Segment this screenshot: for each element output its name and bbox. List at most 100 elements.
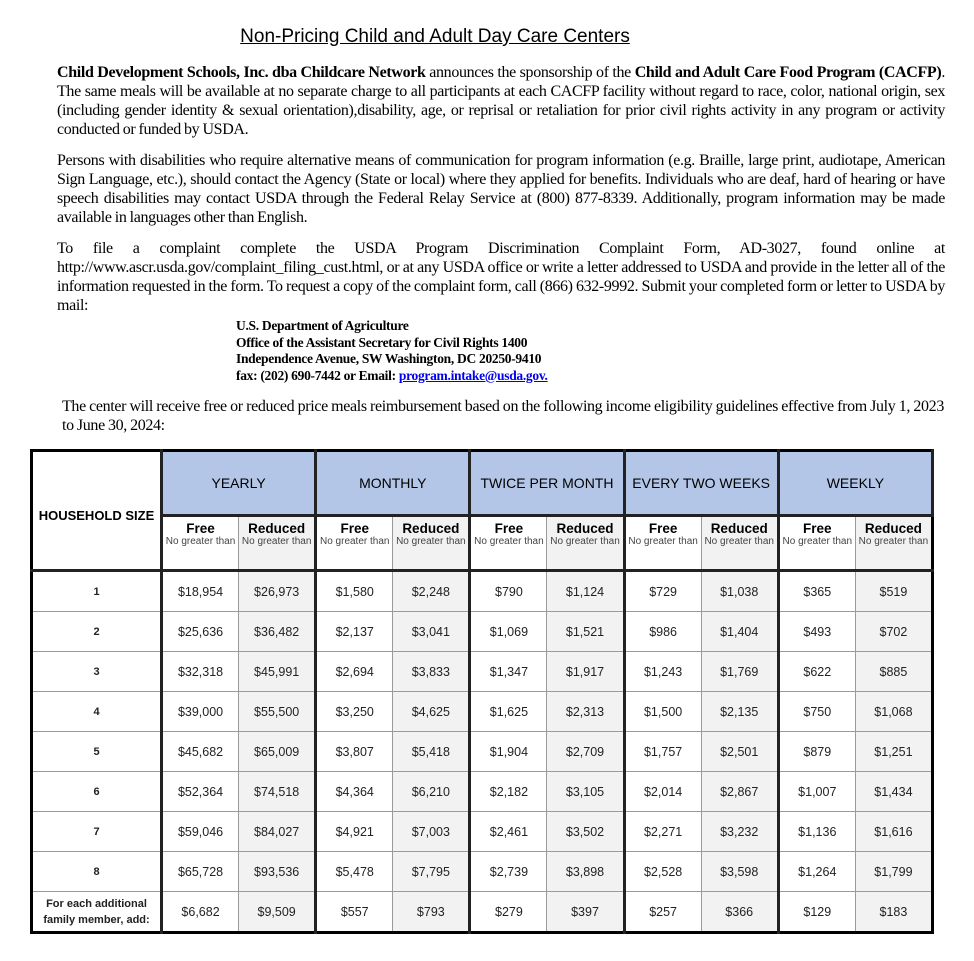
- free-limit-cell: $1,264: [776, 851, 856, 892]
- sub-header-note: No greater than: [474, 536, 544, 547]
- reduced-limit-cell: $36,482: [238, 611, 317, 652]
- reduced-limit-cell: $5,418: [392, 731, 471, 772]
- free-limit-cell: $59,046: [159, 811, 240, 852]
- reduced-limit-cell: $3,232: [700, 811, 779, 852]
- reduced-limit-cell: $1,799: [854, 851, 934, 892]
- household-size-cell: 6: [31, 771, 163, 812]
- usda-address: U.S. Department of Agriculture Office of…: [236, 318, 548, 384]
- table-row: For each additional family member, add: $…: [31, 891, 934, 933]
- reduced-limit-cell: $1,038: [700, 570, 779, 612]
- free-limit-cell: $879: [776, 731, 856, 772]
- reduced-limit-cell: $397: [546, 891, 625, 933]
- group-header-row: HOUSEHOLD SIZE YEARLY MONTHLY TWICE PER MO…: [31, 450, 935, 572]
- sub-header-note: No greater than: [319, 536, 390, 547]
- sub-header-label: Reduced: [248, 521, 306, 536]
- free-limit-cell: $493: [776, 611, 856, 652]
- sub-header-label: Free: [803, 521, 832, 536]
- reduced-limit-cell: $3,598: [700, 851, 779, 892]
- household-size-cell: For each additional family member, add:: [31, 891, 163, 933]
- sub-header-note: No greater than: [628, 536, 698, 547]
- text: . The same meals will be available at no…: [57, 64, 945, 138]
- sub-header-reduced: Reduced No greater than: [238, 515, 317, 572]
- reduced-limit-cell: $55,500: [238, 691, 317, 732]
- eligibility-paragraph: The center will receive free or reduced …: [62, 398, 944, 434]
- complaint-paragraph: To file a complaint complete the USDA Pr…: [57, 240, 945, 314]
- sub-header-label: Reduced: [402, 521, 460, 536]
- household-size-cell: 4: [31, 691, 163, 732]
- reduced-limit-cell: $45,991: [238, 651, 317, 692]
- free-limit-cell: $2,694: [314, 651, 394, 692]
- sub-header-note: No greater than: [782, 536, 853, 547]
- sub-header-note: No greater than: [704, 536, 774, 547]
- household-size-cell: 2: [31, 611, 163, 652]
- reduced-limit-cell: $2,501: [700, 731, 779, 772]
- household-size-header: HOUSEHOLD SIZE: [31, 450, 163, 572]
- text: announces the sponsorship of the: [425, 64, 635, 81]
- sub-header-reduced: Reduced No greater than: [392, 515, 471, 572]
- table-row: 3 $32,318 $45,991 $2,694 $3,833 $1,347 $1,917 $…: [31, 651, 934, 692]
- reduced-limit-cell: $2,867: [700, 771, 779, 812]
- email-link[interactable]: program.intake@usda.gov.: [398, 367, 548, 383]
- household-size-cell: 1: [31, 570, 163, 612]
- sub-header-note: No greater than: [241, 536, 312, 547]
- sub-header-note: No greater than: [550, 536, 620, 547]
- table-row: 6 $52,364 $74,518 $4,364 $6,210 $2,182 $3,105 $…: [31, 771, 934, 812]
- reduced-limit-cell: $1,917: [546, 651, 625, 692]
- reduced-limit-cell: $3,041: [392, 611, 471, 652]
- sub-header-free: Free No greater than: [468, 515, 548, 572]
- free-limit-cell: $1,625: [468, 691, 548, 732]
- free-limit-cell: $986: [622, 611, 702, 652]
- reduced-limit-cell: $702: [854, 611, 934, 652]
- sub-header-reduced: Reduced No greater than: [700, 515, 779, 572]
- reduced-limit-cell: $6,210: [392, 771, 471, 812]
- free-limit-cell: $2,182: [468, 771, 548, 812]
- disabilities-paragraph: Persons with disabilities who require al…: [57, 152, 945, 226]
- free-limit-cell: $18,954: [159, 570, 240, 612]
- table-row: 7 $59,046 $84,027 $4,921 $7,003 $2,461 $3,502 $…: [31, 811, 934, 852]
- income-eligibility-table: HOUSEHOLD SIZE YEARLY MONTHLY TWICE PER MO…: [30, 449, 935, 934]
- reduced-limit-cell: $7,003: [392, 811, 471, 852]
- free-limit-cell: $52,364: [159, 771, 240, 812]
- reduced-limit-cell: $74,518: [238, 771, 317, 812]
- free-limit-cell: $1,243: [622, 651, 702, 692]
- free-limit-cell: $2,271: [622, 811, 702, 852]
- sub-header-label: Free: [494, 521, 524, 536]
- sub-header-free: Free No greater than: [776, 515, 856, 572]
- sub-header-reduced: Reduced No greater than: [854, 515, 934, 572]
- free-limit-cell: $1,757: [622, 731, 702, 772]
- reduced-limit-cell: $1,769: [700, 651, 779, 692]
- table-row: 8 $65,728 $93,536 $5,478 $7,795 $2,739 $3,898 $…: [31, 851, 934, 892]
- reduced-limit-cell: $1,616: [854, 811, 934, 852]
- sub-header-label: Reduced: [556, 521, 614, 536]
- free-limit-cell: $2,461: [468, 811, 548, 852]
- reduced-limit-cell: $1,068: [854, 691, 934, 732]
- reduced-limit-cell: $1,434: [854, 771, 934, 812]
- group-header-weekly: WEEKLY: [776, 450, 935, 517]
- sub-header-row: Free No greater than Reduced No greater tha…: [32, 515, 934, 572]
- reduced-limit-cell: $93,536: [238, 851, 317, 892]
- free-limit-cell: $279: [468, 891, 548, 933]
- free-limit-cell: $1,347: [468, 651, 548, 692]
- sub-header-label: Reduced: [710, 521, 768, 536]
- sub-header-free: Free No greater than: [314, 515, 394, 572]
- sub-header-note: No greater than: [396, 536, 466, 547]
- address-line: Independence Avenue, SW Washington, DC 2…: [236, 351, 542, 366]
- reduced-limit-cell: $2,135: [700, 691, 779, 732]
- program-name: Child and Adult Care Food Program (CACFP…: [634, 64, 942, 81]
- free-limit-cell: $4,921: [314, 811, 394, 852]
- reduced-limit-cell: $3,833: [392, 651, 471, 692]
- reduced-limit-cell: $1,251: [854, 731, 934, 772]
- sub-header-reduced: Reduced No greater than: [546, 515, 625, 572]
- address-line: U.S. Department of Agriculture: [236, 318, 409, 333]
- reduced-limit-cell: $7,795: [392, 851, 471, 892]
- reduced-limit-cell: $793: [392, 891, 471, 933]
- free-limit-cell: $2,014: [622, 771, 702, 812]
- sub-header-label: Reduced: [864, 521, 922, 536]
- free-limit-cell: $129: [776, 891, 856, 933]
- household-size-cell: 3: [31, 651, 163, 692]
- reduced-limit-cell: $519: [854, 570, 934, 612]
- sub-header-note: No greater than: [165, 536, 236, 547]
- free-limit-cell: $1,500: [622, 691, 702, 732]
- free-limit-cell: $2,528: [622, 851, 702, 892]
- sub-header-label: Free: [648, 521, 678, 536]
